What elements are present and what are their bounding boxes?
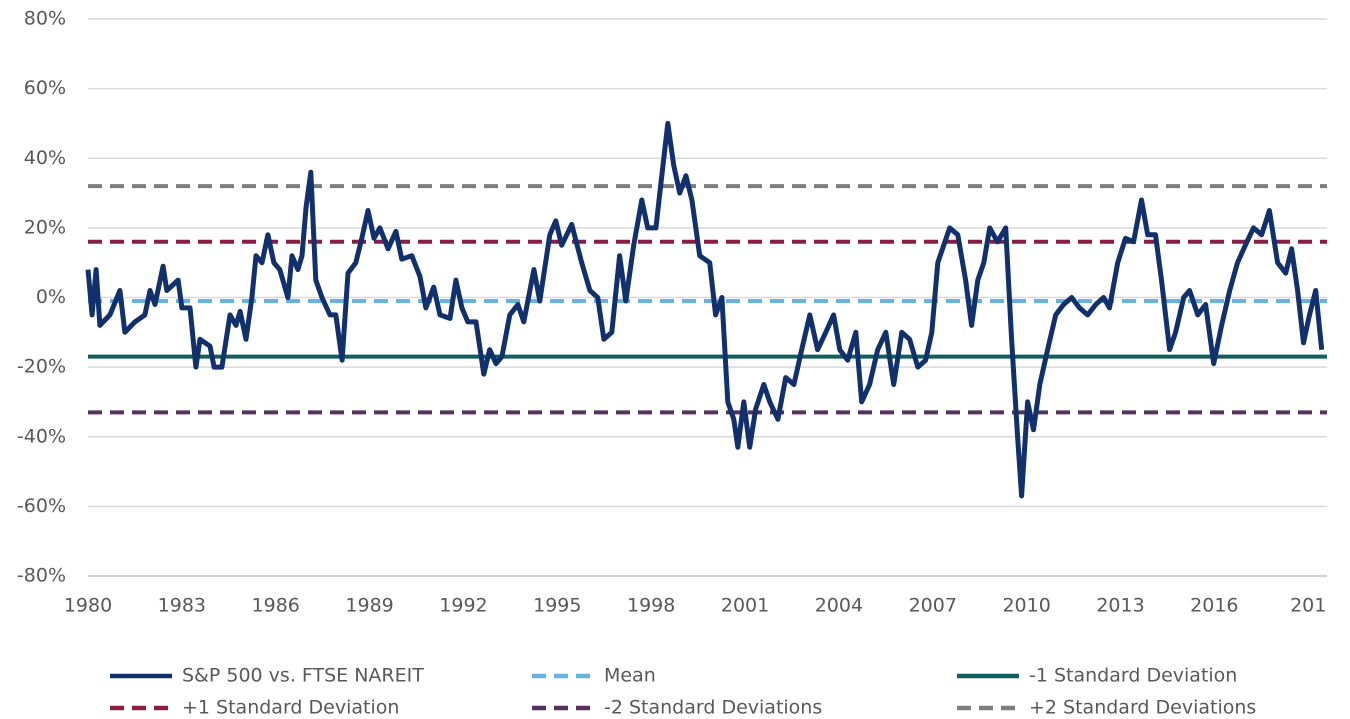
y-tick-label: 40% [24, 147, 66, 169]
legend-label: +1 Standard Deviation [182, 697, 399, 719]
x-tick-label: 1995 [533, 595, 581, 617]
data-line [85, 120, 1325, 499]
y-tick-label: -20% [17, 356, 66, 378]
x-tick-label: 1983 [158, 595, 206, 617]
legend-label: -2 Standard Deviations [604, 697, 822, 719]
x-tick-label: 2016 [1190, 595, 1238, 617]
y-tick-label: 20% [24, 216, 66, 238]
y-tick-label: -40% [17, 425, 66, 447]
x-tick-label: 2007 [909, 595, 957, 617]
legend-label: -1 Standard Deviation [1029, 665, 1237, 687]
legend-label: Mean [604, 665, 656, 687]
x-tick-label: 1980 [64, 595, 112, 617]
legend-label: +2 Standard Deviations [1029, 697, 1256, 719]
x-tick-label: 2001 [721, 595, 769, 617]
x-tick-label: 1986 [252, 595, 300, 617]
x-tick-label: 1998 [627, 595, 675, 617]
x-tick-label: 1992 [439, 595, 487, 617]
y-tick-label: 0% [36, 286, 66, 308]
y-tick-label: 60% [24, 77, 66, 99]
y-tick-label: -80% [17, 565, 66, 587]
y-tick-label: -60% [17, 495, 66, 517]
x-tick-label: 201 [1290, 595, 1326, 617]
y-tick-label: 80% [24, 8, 66, 30]
x-tick-label: 2004 [815, 595, 863, 617]
x-tick-label: 2013 [1096, 595, 1144, 617]
x-tick-label: 2010 [1002, 595, 1050, 617]
x-tick-label: 1989 [345, 595, 393, 617]
legend-label: S&P 500 vs. FTSE NAREIT [182, 665, 424, 687]
